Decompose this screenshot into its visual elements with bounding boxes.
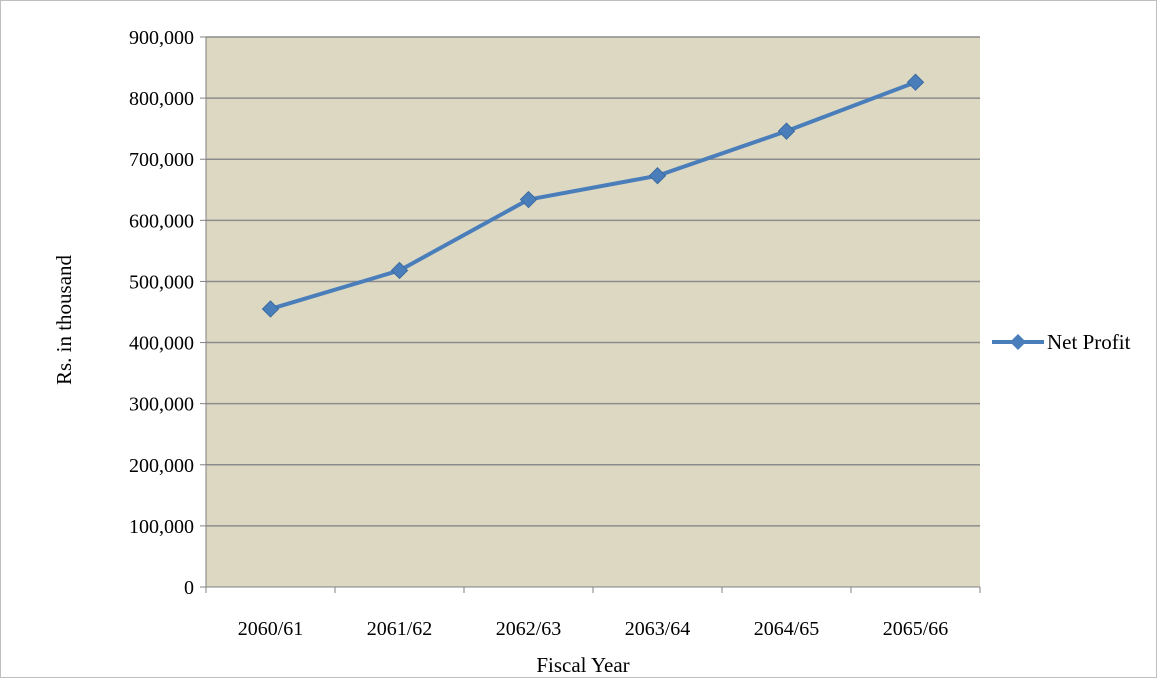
y-tick-label: 200,000 (129, 455, 194, 477)
y-tick-label: 100,000 (129, 516, 194, 538)
y-tick-label: 600,000 (129, 210, 194, 232)
y-tick-label: 400,000 (129, 333, 194, 355)
y-tick-label: 800,000 (129, 88, 194, 110)
x-tick-label: 2060/61 (238, 618, 304, 640)
y-tick-labels: 0 100,000 200,000 300,000 400,000 500,000 600,… (129, 27, 194, 599)
gridlines (200, 36, 980, 588)
data-point (519, 190, 538, 209)
legend-series-label: Net Profit (1047, 330, 1131, 354)
x-tick-label: 2062/63 (496, 618, 562, 640)
y-tick-label: 300,000 (129, 394, 194, 416)
data-point (906, 73, 925, 91)
series-group (261, 73, 925, 318)
data-point (390, 261, 409, 280)
x-tick-labels: 2060/61 2061/62 2062/63 2063/64 2064/65 2065/… (205, 587, 981, 640)
data-point (777, 122, 796, 140)
data-point (648, 167, 667, 185)
y-tick-label: 900,000 (129, 27, 194, 49)
legend: Net Profit (992, 330, 1131, 354)
y-tick-label: 0 (184, 577, 194, 599)
y-tick-label: 700,000 (129, 149, 194, 171)
series-line (269, 80, 917, 311)
x-axis-title: Fiscal Year (536, 653, 629, 677)
x-tick-label: 2061/62 (367, 618, 433, 640)
x-tick-label: 2065/66 (883, 618, 949, 640)
data-point (261, 300, 280, 318)
y-axis-title: Rs. in thousand (52, 254, 76, 385)
x-tick-label: 2063/64 (625, 618, 691, 640)
plot-area (206, 37, 980, 587)
y-tick-label: 500,000 (129, 271, 194, 293)
legend-series-marker (1010, 334, 1026, 350)
x-tick-label: 2064/65 (754, 618, 820, 640)
